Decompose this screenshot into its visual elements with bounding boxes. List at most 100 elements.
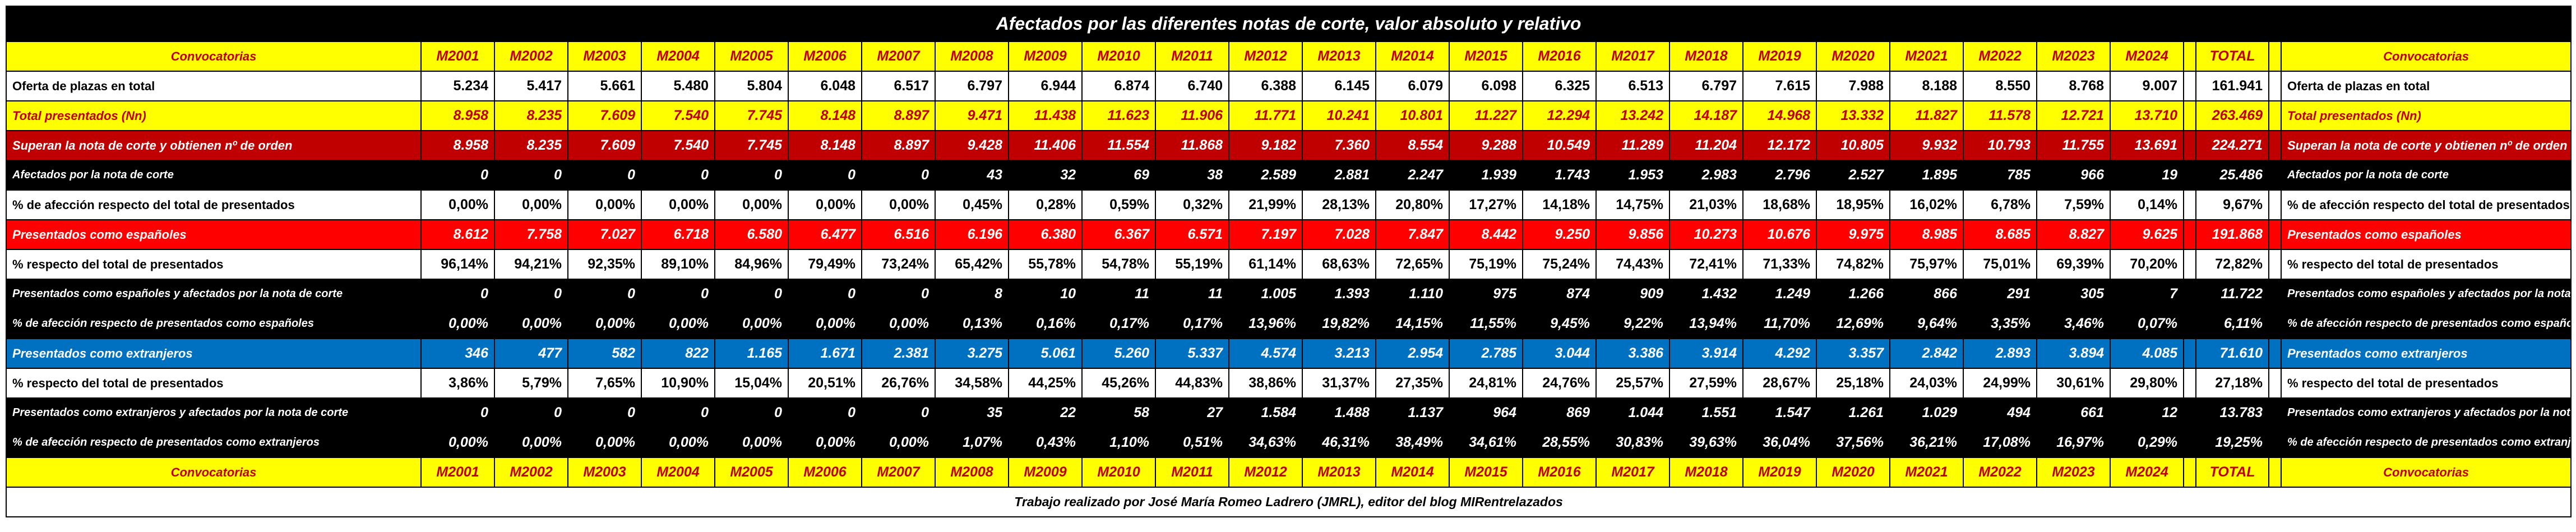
- value-cell: 79,49%: [788, 249, 862, 280]
- year-header: M2007: [861, 41, 936, 72]
- row-label-right: Oferta de plazas en total: [2280, 71, 2572, 101]
- year-header: M2024: [2110, 457, 2184, 488]
- year-header: M2018: [1669, 41, 1743, 72]
- value-cell: 9.182: [1228, 130, 1303, 161]
- value-cell: 1.249: [1742, 279, 1817, 309]
- total-header: TOTAL: [2195, 457, 2269, 488]
- value-cell: 34,58%: [935, 368, 1009, 399]
- value-cell: 12,69%: [1816, 308, 1890, 339]
- value-cell: 6.580: [714, 219, 789, 250]
- value-cell: 30,83%: [1595, 427, 1670, 458]
- header-row-top: Convocatorias M2001 M2002 M2003 M2004 M2005 M2…: [6, 41, 2572, 72]
- column-separator: [2183, 457, 2196, 488]
- year-header: M2023: [2036, 457, 2111, 488]
- value-cell: 55,19%: [1155, 249, 1229, 280]
- table-row: Presentados como españoles 8.612 7.758 7.02…: [6, 219, 2572, 250]
- row-label: Total presentados (Nn): [6, 100, 422, 131]
- value-cell: 5.661: [567, 71, 642, 101]
- value-cell: 0: [788, 397, 862, 428]
- value-cell: 28,55%: [1522, 427, 1597, 458]
- table-row: Oferta de plazas en total 5.234 5.417 5.661…: [6, 71, 2572, 101]
- value-cell: 11,70%: [1742, 308, 1817, 339]
- value-cell: 1.895: [1889, 160, 1964, 191]
- value-cell: 0,00%: [788, 189, 862, 220]
- column-separator: [2183, 427, 2196, 458]
- year-header: M2001: [420, 457, 495, 488]
- value-cell: 6.098: [1449, 71, 1523, 101]
- row-label-right: Afectados por la nota de corte: [2280, 160, 2572, 191]
- value-cell: 75,01%: [1963, 249, 2037, 280]
- value-cell: 0,00%: [861, 427, 936, 458]
- value-cell: 0: [641, 160, 715, 191]
- value-cell: 7.197: [1228, 219, 1303, 250]
- value-cell: 2.954: [1375, 338, 1450, 369]
- value-cell: 1.393: [1302, 279, 1376, 309]
- value-cell: 54,78%: [1081, 249, 1156, 280]
- column-separator: [2268, 279, 2282, 309]
- value-cell: 13.710: [2110, 100, 2184, 131]
- row-label: Oferta de plazas en total: [6, 71, 422, 101]
- value-cell: 0,00%: [567, 427, 642, 458]
- value-cell: 8.235: [494, 100, 568, 131]
- value-cell: 20,51%: [788, 368, 862, 399]
- row-label: % respecto del total de presentados: [6, 368, 422, 399]
- table-row: % de afección respecto de presentados co…: [6, 308, 2572, 339]
- row-label-right: Presentados como extranjeros y afectados…: [2280, 397, 2572, 428]
- value-cell: 45,26%: [1081, 368, 1156, 399]
- year-header: M2011: [1155, 41, 1229, 72]
- year-header: M2016: [1522, 457, 1597, 488]
- column-separator: [2268, 457, 2282, 488]
- value-cell: 8.550: [1963, 71, 2037, 101]
- value-cell: 6.797: [1669, 71, 1743, 101]
- value-cell: 10.801: [1375, 100, 1450, 131]
- value-cell: 13.332: [1816, 100, 1890, 131]
- value-cell: 3.357: [1816, 338, 1890, 369]
- value-cell: 20,80%: [1375, 189, 1450, 220]
- value-cell: 39,63%: [1669, 427, 1743, 458]
- value-cell: 8.768: [2036, 71, 2111, 101]
- value-cell: 9.007: [2110, 71, 2184, 101]
- value-cell: 8.442: [1449, 219, 1523, 250]
- value-cell: 71,33%: [1742, 249, 1817, 280]
- year-header: M2001: [420, 41, 495, 72]
- value-cell: 22: [1008, 397, 1083, 428]
- value-cell: 8.985: [1889, 219, 1964, 250]
- value-cell: 3,46%: [2036, 308, 2111, 339]
- value-cell: 0: [567, 279, 642, 309]
- year-header: M2016: [1522, 41, 1597, 72]
- value-cell: 1.165: [714, 338, 789, 369]
- value-cell: 6.325: [1522, 71, 1597, 101]
- value-cell: 2.842: [1889, 338, 1964, 369]
- column-separator: [2268, 189, 2282, 220]
- value-cell: 8.188: [1889, 71, 1964, 101]
- row-label: Afectados por la nota de corte: [6, 160, 422, 191]
- value-cell: 38,86%: [1228, 368, 1303, 399]
- value-cell: 11.755: [2036, 130, 2111, 161]
- total-cell: 27,18%: [2195, 368, 2269, 399]
- value-cell: 70,20%: [2110, 249, 2184, 280]
- year-header: M2004: [641, 41, 715, 72]
- value-cell: 11.623: [1081, 100, 1156, 131]
- value-cell: 36,21%: [1889, 427, 1964, 458]
- value-cell: 9,64%: [1889, 308, 1964, 339]
- value-cell: 11.827: [1889, 100, 1964, 131]
- value-cell: 5,79%: [494, 368, 568, 399]
- year-header: M2023: [2036, 41, 2111, 72]
- row-label: Presentados como extranjeros y afectados…: [6, 397, 422, 428]
- header-label: Convocatorias: [6, 41, 422, 72]
- value-cell: 0,00%: [567, 189, 642, 220]
- value-cell: 34,63%: [1228, 427, 1303, 458]
- value-cell: 14,75%: [1595, 189, 1670, 220]
- value-cell: 0: [714, 279, 789, 309]
- column-separator: [2183, 279, 2196, 309]
- value-cell: 1.005: [1228, 279, 1303, 309]
- value-cell: 27,59%: [1669, 368, 1743, 399]
- value-cell: 0: [420, 160, 495, 191]
- year-header: M2014: [1375, 457, 1450, 488]
- value-cell: 909: [1595, 279, 1670, 309]
- value-cell: 8.897: [861, 100, 936, 131]
- value-cell: 0,29%: [2110, 427, 2184, 458]
- value-cell: 24,76%: [1522, 368, 1597, 399]
- value-cell: 0,13%: [935, 308, 1009, 339]
- value-cell: 0: [641, 397, 715, 428]
